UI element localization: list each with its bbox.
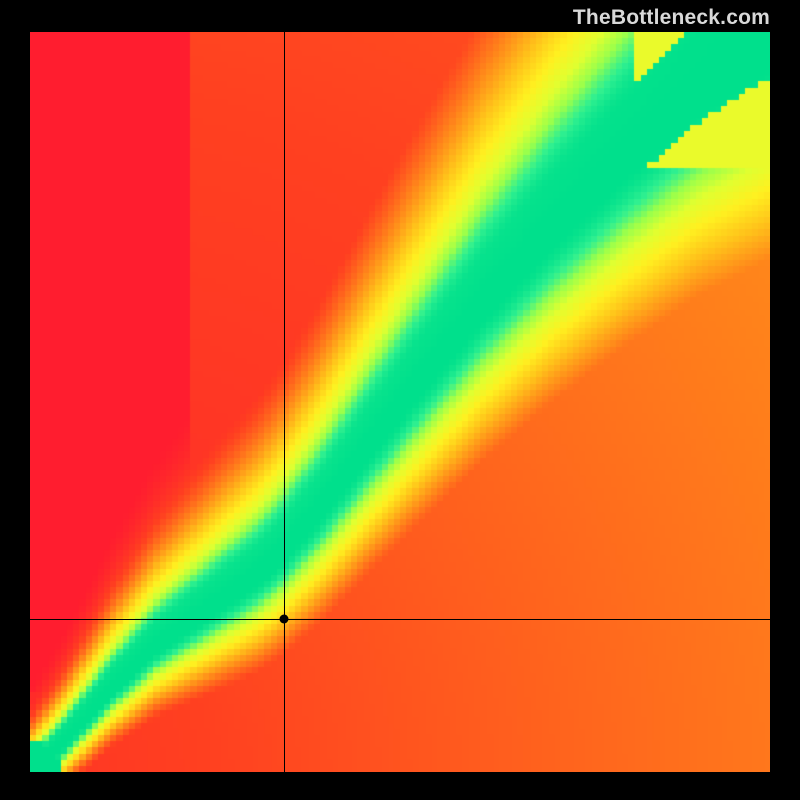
crosshair-horizontal-line: [30, 619, 770, 620]
bottleneck-heatmap: [30, 32, 770, 772]
crosshair-vertical-line: [284, 32, 285, 772]
chart-container: TheBottleneck.com: [0, 0, 800, 800]
watermark-text: TheBottleneck.com: [573, 6, 770, 30]
marker-dot: [279, 614, 288, 623]
